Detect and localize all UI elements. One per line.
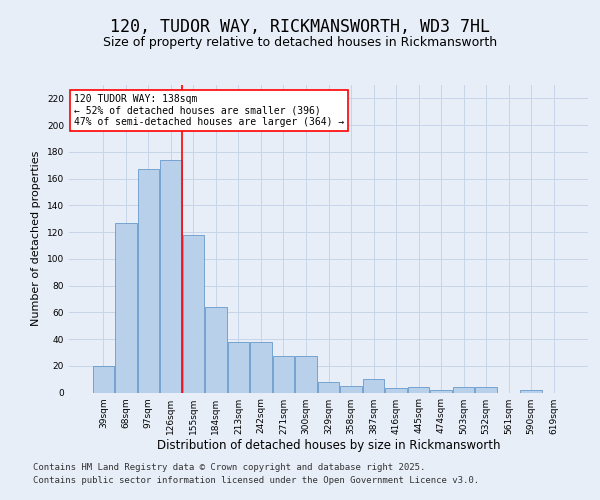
Bar [475, 387, 497, 392]
Bar [340, 386, 362, 392]
Text: Size of property relative to detached houses in Rickmansworth: Size of property relative to detached ho… [103, 36, 497, 49]
Y-axis label: Number of detached properties: Number of detached properties [31, 151, 41, 326]
Bar [430, 390, 452, 392]
Bar [228, 342, 249, 392]
X-axis label: Distribution of detached houses by size in Rickmansworth: Distribution of detached houses by size … [157, 440, 500, 452]
Bar [385, 388, 407, 392]
Bar [92, 366, 114, 392]
Text: 120, TUDOR WAY, RICKMANSWORTH, WD3 7HL: 120, TUDOR WAY, RICKMANSWORTH, WD3 7HL [110, 18, 490, 36]
Text: Contains public sector information licensed under the Open Government Licence v3: Contains public sector information licen… [33, 476, 479, 485]
Bar [408, 387, 429, 392]
Text: 120 TUDOR WAY: 138sqm
← 52% of detached houses are smaller (396)
47% of semi-det: 120 TUDOR WAY: 138sqm ← 52% of detached … [74, 94, 344, 128]
Bar [137, 169, 159, 392]
Bar [182, 234, 204, 392]
Bar [205, 307, 227, 392]
Bar [295, 356, 317, 392]
Bar [115, 222, 137, 392]
Bar [363, 379, 384, 392]
Text: Contains HM Land Registry data © Crown copyright and database right 2025.: Contains HM Land Registry data © Crown c… [33, 462, 425, 471]
Bar [318, 382, 339, 392]
Bar [250, 342, 272, 392]
Bar [273, 356, 294, 392]
Bar [160, 160, 182, 392]
Bar [520, 390, 542, 392]
Bar [453, 387, 475, 392]
